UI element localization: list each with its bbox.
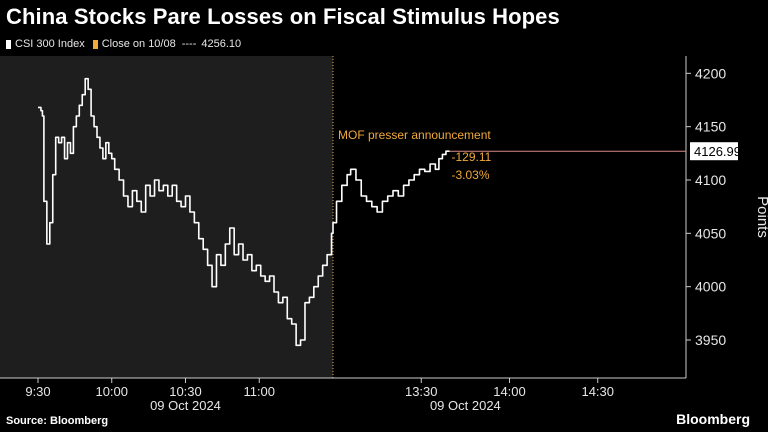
legend-close-dashes: ---- bbox=[181, 38, 197, 50]
x-tick-label: 10:30 bbox=[169, 384, 202, 399]
x-tick-label: 9:30 bbox=[25, 384, 50, 399]
x-date-label: 09 Oct 2024 bbox=[430, 398, 501, 413]
y-tick-label: 3950 bbox=[695, 332, 726, 348]
legend-close-value: 4256.10 bbox=[201, 38, 242, 50]
last-value-label: 4126.99 bbox=[694, 144, 741, 159]
y-tick-label: 4200 bbox=[695, 65, 726, 81]
last-value-box bbox=[690, 142, 738, 161]
y-tick-label: 4000 bbox=[695, 279, 726, 295]
y-tick-label: 4150 bbox=[695, 119, 726, 135]
series-swatch-icon bbox=[6, 39, 11, 49]
chart-legend: CSI 300 Index Close on 10/08 ---- 4256.1… bbox=[6, 38, 249, 50]
morning-session-shading bbox=[0, 56, 333, 378]
change-pct-label: -3.03% bbox=[451, 168, 489, 182]
change-points-label: -129.11 bbox=[451, 150, 491, 164]
source-note: Source: Bloomberg bbox=[6, 415, 109, 427]
x-tick-label: 11:00 bbox=[243, 384, 275, 399]
close-swatch-icon bbox=[92, 39, 98, 49]
y-tick-label: 4050 bbox=[695, 225, 726, 241]
legend-item-series: CSI 300 Index bbox=[6, 38, 85, 50]
x-tick-label: 10:00 bbox=[95, 384, 128, 399]
legend-series-label: CSI 300 Index bbox=[15, 38, 85, 50]
series-line-csi300 bbox=[38, 77, 450, 347]
x-tick-label: 13:30 bbox=[405, 384, 438, 399]
x-tick-label: 14:30 bbox=[581, 384, 614, 399]
chart-title: China Stocks Pare Losses on Fiscal Stimu… bbox=[6, 4, 560, 29]
legend-item-close: Close on 10/08 ---- 4256.10 bbox=[92, 38, 242, 50]
y-axis-label: Points bbox=[754, 196, 768, 238]
legend-close-label: Close on 10/08 bbox=[101, 38, 176, 50]
x-date-label: 09 Oct 2024 bbox=[150, 398, 221, 413]
y-tick-label: 4100 bbox=[695, 172, 726, 188]
x-tick-label: 14:00 bbox=[493, 384, 526, 399]
annotation-label: MOF presser announcement bbox=[338, 128, 491, 142]
bloomberg-logo: Bloomberg bbox=[676, 411, 750, 427]
